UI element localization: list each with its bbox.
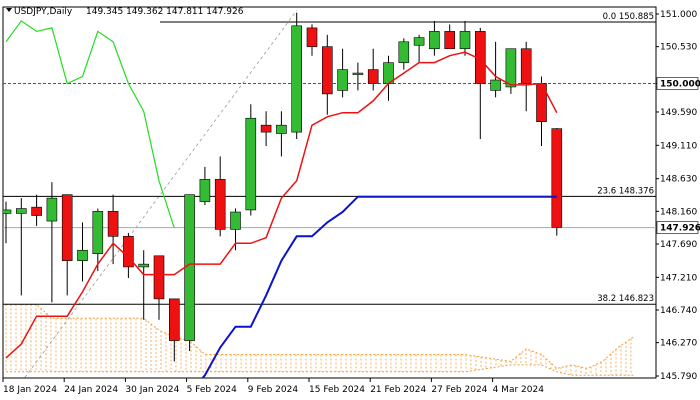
- y-tick-label: 147.690: [660, 240, 697, 250]
- bull-candle: [77, 249, 88, 261]
- bear-candle: [107, 211, 119, 237]
- bull-candle: [276, 124, 287, 134]
- bull-candle: [459, 31, 471, 50]
- chikou-span-line: [5, 20, 175, 229]
- fib-level-label: 23.6 148.376: [597, 186, 654, 196]
- symbol-title: USDJPY,Daily: [14, 7, 73, 17]
- x-tick-label: 5 Feb 2024: [187, 385, 238, 395]
- bear-candle: [367, 69, 379, 84]
- current-price-label: 147.926: [660, 224, 700, 234]
- bear-candle: [31, 206, 42, 216]
- bear-candle: [61, 194, 73, 261]
- x-tick-label: 24 Jan 2024: [64, 385, 118, 395]
- bull-candle: [337, 69, 348, 91]
- bear-candle: [123, 236, 134, 268]
- plot-area: [3, 10, 656, 378]
- bear-candle: [260, 124, 272, 133]
- ohlc-readout: 149.345 149.362 147.811 147.926: [86, 7, 244, 17]
- bull-candle: [184, 194, 195, 341]
- bull-candle: [230, 211, 241, 230]
- y-tick-label: 151.000: [660, 10, 697, 20]
- bear-candle: [551, 128, 563, 228]
- bear-candle: [153, 255, 165, 300]
- y-tick-label: 145.790: [660, 372, 697, 382]
- y-tick-label: 149.110: [660, 141, 697, 151]
- bull-candle: [3, 209, 12, 214]
- y-tick-label: 147.210: [660, 273, 697, 283]
- kijun-sen-line: [201, 195, 557, 378]
- bear-candle: [214, 179, 226, 230]
- bull-candle: [413, 37, 425, 46]
- cloud-upper-line: [6, 303, 634, 369]
- bull-candle: [429, 31, 440, 50]
- bull-candle: [92, 211, 104, 255]
- bull-candle: [490, 79, 501, 91]
- bull-candle: [398, 41, 410, 63]
- x-tick-label: 4 Mar 2024: [493, 385, 545, 395]
- level-150-label: 150.000: [660, 79, 700, 89]
- y-tick-label: 150.530: [660, 43, 697, 53]
- x-tick-label: 30 Jan 2024: [125, 385, 179, 395]
- bear-candle: [321, 46, 333, 95]
- y-tick-label: 148.630: [660, 175, 697, 185]
- bear-candle: [306, 27, 318, 47]
- trend-line: [23, 10, 298, 378]
- bull-candle: [199, 179, 211, 202]
- bear-candle: [444, 31, 456, 50]
- bull-candle: [245, 117, 257, 211]
- bull-candle: [138, 263, 149, 268]
- x-tick-label: 9 Feb 2024: [248, 385, 299, 395]
- bull-candle: [352, 72, 364, 75]
- cloud-lower-line: [6, 364, 634, 376]
- y-tick-label: 148.160: [660, 207, 697, 217]
- y-tick-label: 149.590: [660, 108, 697, 118]
- bull-candle: [291, 25, 303, 133]
- fib-level-label: 38.2 146.823: [597, 294, 654, 304]
- bear-candle: [520, 48, 532, 84]
- fib-level-label: 0.0 150.885: [603, 12, 654, 22]
- x-tick-label: 18 Jan 2024: [3, 385, 57, 395]
- bull-candle: [46, 197, 58, 222]
- bull-candle: [505, 48, 517, 88]
- y-tick-label: 146.740: [660, 306, 697, 316]
- bull-candle: [15, 208, 27, 214]
- x-tick-label: 15 Feb 2024: [309, 385, 365, 395]
- tenkan-sen-line: [5, 51, 558, 359]
- level-150-box: [656, 77, 699, 90]
- y-tick-label: 146.270: [660, 339, 697, 349]
- bear-candle: [169, 298, 180, 341]
- symbol-dropdown-icon: [6, 8, 12, 12]
- x-tick-label: 27 Feb 2024: [431, 385, 487, 395]
- x-tick-label: 21 Feb 2024: [370, 385, 426, 395]
- current-price-box: [656, 221, 699, 234]
